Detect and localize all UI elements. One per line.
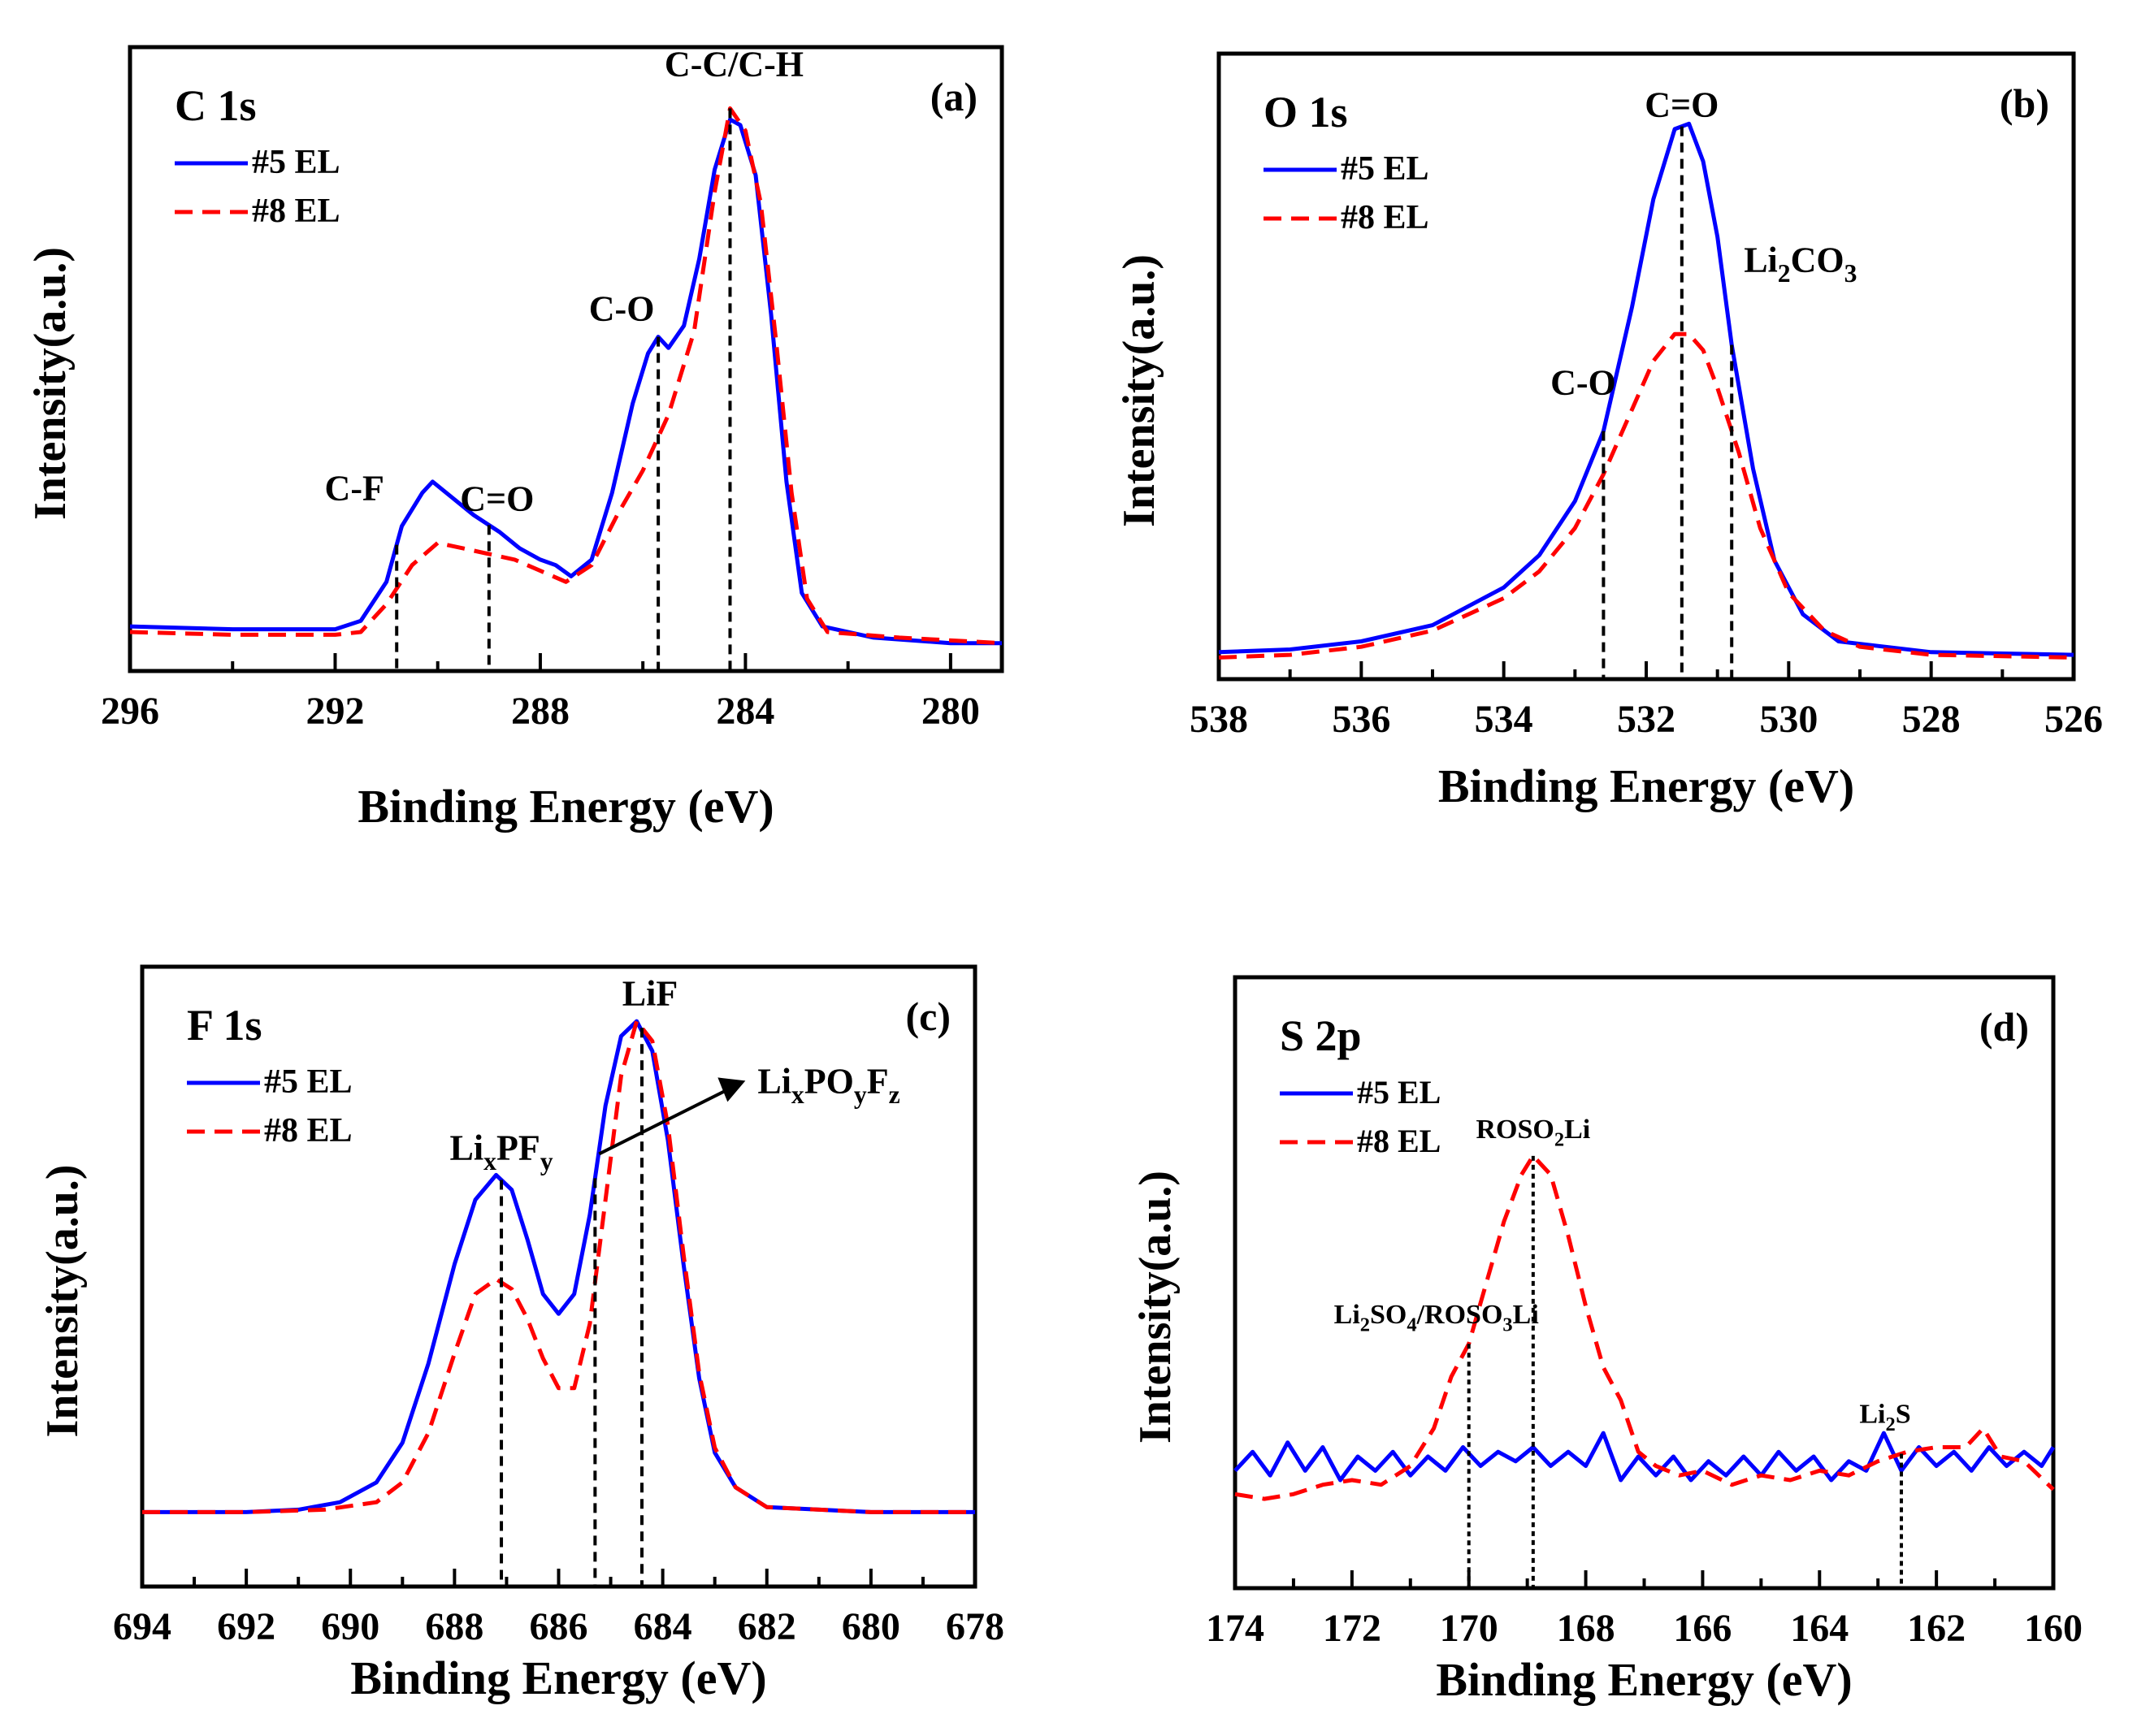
element-title: F 1s: [187, 1001, 262, 1050]
plot-frame: [1233, 975, 2056, 1591]
panel-label: (d): [1979, 1004, 2029, 1050]
x-tick-label: 534: [1475, 698, 1533, 741]
x-tick-label: 164: [1790, 1607, 1849, 1650]
x-tick-label: 684: [634, 1605, 692, 1648]
peak-annotation: ROSO2Li: [1476, 1115, 1590, 1151]
x-tick-label: 686: [530, 1605, 588, 1648]
x-tick-label: 168: [1557, 1607, 1615, 1650]
x-tick-label: 170: [1440, 1607, 1498, 1650]
x-axis-label: Binding Energy (eV): [1436, 1653, 1852, 1706]
x-tick-label: 530: [1759, 698, 1818, 741]
panel-label: (b): [2000, 80, 2049, 126]
legend-label: #8 EL: [264, 1112, 353, 1149]
x-tick-label: 678: [946, 1605, 1004, 1648]
legend-label: #5 EL: [1357, 1074, 1441, 1110]
y-axis-label: Intensity(a.u.): [1114, 254, 1164, 527]
panel-d: 174 172 170 168 166 164 162 160 Binding Energy (…: [1130, 975, 2083, 1706]
series-el8: [142, 1019, 975, 1514]
legend-label: #5 EL: [252, 144, 340, 181]
x-axis-label: Binding Energy (eV): [1438, 760, 1854, 812]
x-tick-label: 160: [2024, 1607, 2083, 1650]
element-title: C 1s: [175, 81, 257, 130]
series-el5: [129, 117, 1002, 646]
x-tick-label: 538: [1190, 698, 1248, 741]
series-el8: [129, 106, 1003, 646]
panel-a: 296 292 288 284 280 Binding Energy (eV) Intens…: [25, 44, 1004, 833]
x-tick-label: 692: [217, 1605, 275, 1648]
x-tick-label: 284: [716, 690, 774, 733]
y-axis-label: Intensity(a.u.): [37, 1164, 88, 1437]
peak-annotation: C-F: [325, 469, 384, 509]
x-tick-label: 528: [1902, 698, 1961, 741]
annotation-arrow: [598, 1087, 730, 1156]
x-tick-label: 526: [2044, 698, 2103, 741]
x-tick-label: 174: [1206, 1607, 1264, 1650]
plot-frame: [128, 45, 1004, 673]
y-axis-label: Intensity(a.u.): [25, 247, 76, 520]
series-el8: [1234, 1154, 2055, 1501]
element-title: O 1s: [1264, 88, 1348, 136]
x-axis-label: Binding Energy (eV): [350, 1652, 766, 1704]
arrowhead-icon: [717, 1077, 746, 1102]
x-tick-label: 292: [306, 690, 364, 733]
x-tick-label: 690: [321, 1605, 379, 1648]
peak-annotation: C-C/C-H: [665, 44, 804, 84]
element-title: S 2p: [1280, 1011, 1362, 1060]
peak-annotation: LixPOyFz: [757, 1061, 899, 1108]
x-tick-label: 682: [738, 1605, 796, 1648]
x-tick-label: 694: [113, 1605, 171, 1648]
legend-label: #5 EL: [1341, 150, 1429, 188]
x-tick-label: 280: [921, 690, 980, 733]
legend-label: #8 EL: [252, 193, 340, 230]
legend-label: #8 EL: [1357, 1123, 1441, 1159]
y-axis-label: Intensity(a.u.): [1130, 1171, 1181, 1444]
legend-label: #5 EL: [264, 1063, 353, 1101]
x-axis-label: Binding Energy (eV): [358, 780, 774, 833]
x-tick-label: 532: [1617, 698, 1675, 741]
peak-annotation: C-O: [1550, 363, 1616, 403]
peak-annotation: Li2S: [1859, 1400, 1910, 1436]
peak-annotation: C=O: [460, 478, 534, 518]
panel-label: (a): [930, 74, 977, 119]
x-tick-label: 536: [1332, 698, 1390, 741]
peak-annotation: LixPFy: [450, 1128, 553, 1175]
x-tick-label: 172: [1323, 1607, 1381, 1650]
plot-frame: [140, 964, 977, 1589]
series-el8: [1218, 331, 2074, 660]
peak-annotation: C=O: [1645, 85, 1719, 125]
x-tick-label: 680: [842, 1605, 900, 1648]
plot-frame: [1216, 51, 2076, 682]
legend-label: #8 EL: [1341, 199, 1429, 236]
peak-annotation: C-O: [589, 289, 655, 329]
panel-label: (c): [906, 994, 951, 1039]
panel-b: 538 536 534 532 530 528 526 Binding Energy (eV)…: [1114, 51, 2103, 812]
x-tick-label: 688: [425, 1605, 483, 1648]
peak-annotation: LiF: [622, 973, 678, 1013]
peak-annotation: Li2CO3: [1744, 240, 1857, 287]
x-tick-label: 288: [511, 690, 570, 733]
x-tick-label: 296: [101, 690, 159, 733]
panel-c: 694 692 690 688 686 684 682 680 678 Binding Energ…: [37, 964, 1004, 1704]
x-tick-label: 166: [1673, 1607, 1732, 1650]
peak-annotation: Li2SO4/ROSO3Li: [1334, 1300, 1539, 1336]
x-tick-label: 162: [1907, 1607, 1966, 1650]
